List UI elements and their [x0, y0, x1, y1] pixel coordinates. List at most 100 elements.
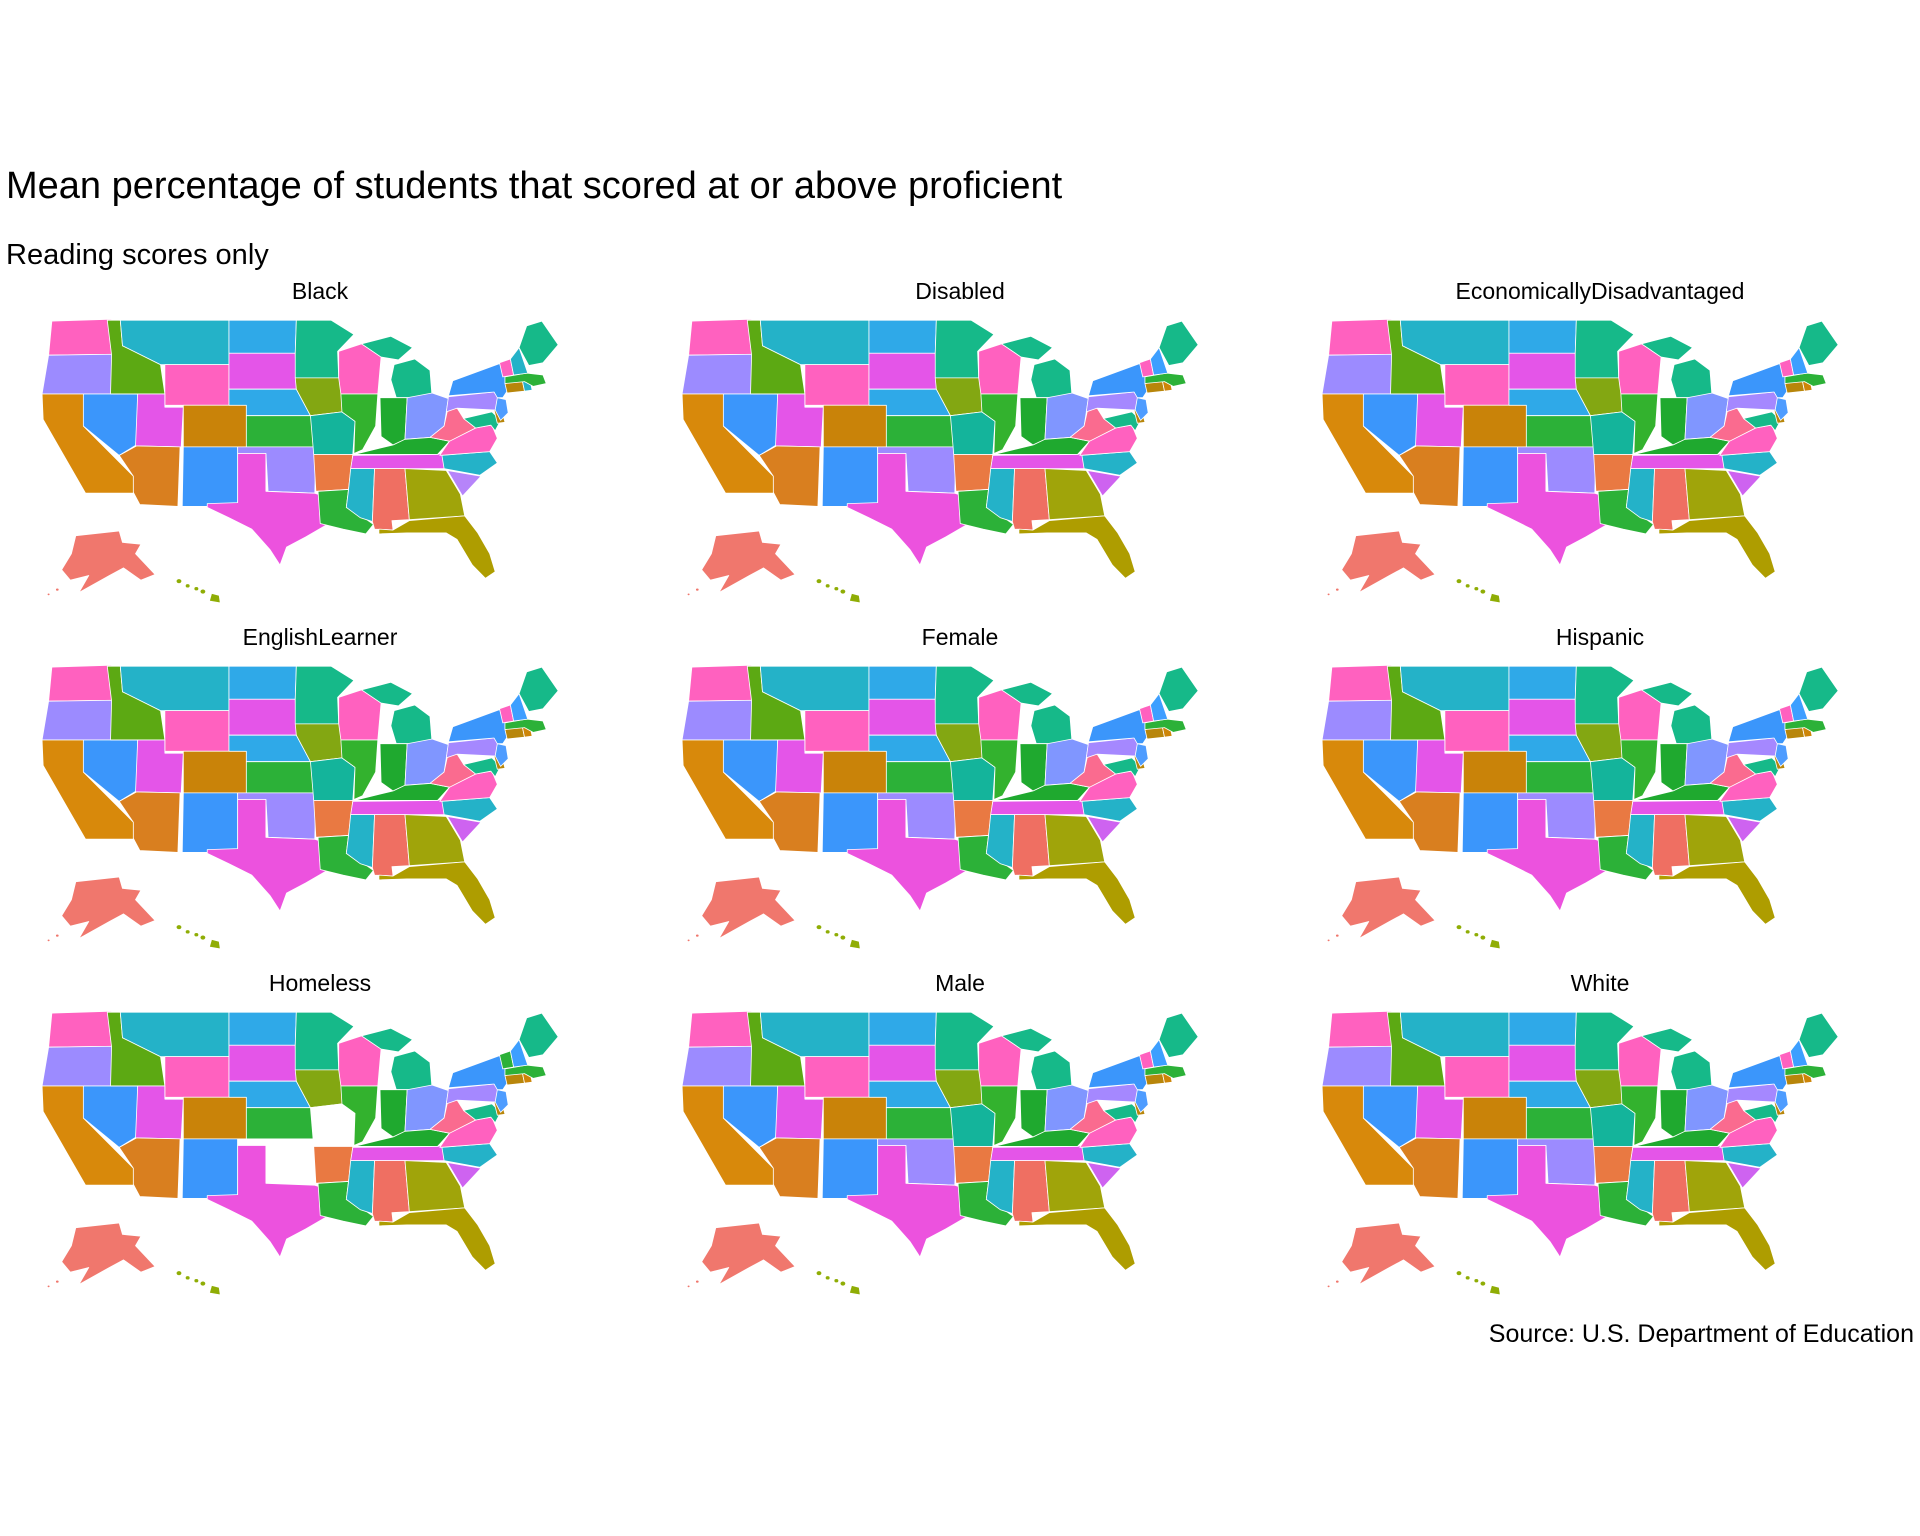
- state-nm: [1462, 1139, 1517, 1199]
- choropleth-female: [656, 652, 1221, 964]
- state-tx: [207, 799, 325, 911]
- state-wa: [689, 665, 754, 701]
- state-in: [380, 744, 407, 791]
- state-in: [1660, 398, 1687, 445]
- state-nh: [510, 694, 527, 721]
- state-ks: [886, 1108, 954, 1139]
- state-or: [682, 1046, 754, 1086]
- state-al: [1652, 815, 1689, 876]
- state-ak-aleutian: [56, 1280, 59, 1283]
- state-mo: [1590, 412, 1635, 455]
- state-hi-island: [825, 584, 830, 588]
- state-nh: [1790, 1040, 1807, 1067]
- state-nd: [1509, 320, 1576, 353]
- state-sd: [869, 699, 936, 735]
- state-sc: [1087, 471, 1121, 497]
- state-ak-aleutian: [56, 588, 59, 591]
- state-in: [380, 398, 407, 445]
- state-me: [1159, 321, 1198, 365]
- state-wa: [49, 1011, 114, 1047]
- state-sc: [1727, 471, 1761, 497]
- state-az: [1399, 792, 1460, 853]
- state-hi-island: [825, 1276, 830, 1280]
- state-or: [682, 354, 754, 394]
- state-ak-aleutian: [696, 588, 699, 591]
- state-al: [1652, 469, 1689, 530]
- state-hi-island: [1474, 1279, 1479, 1283]
- state-il: [981, 1086, 1018, 1146]
- state-nj: [1135, 1090, 1148, 1113]
- state-ak: [1342, 877, 1435, 938]
- state-al: [372, 469, 409, 530]
- state-hi-island: [200, 1281, 206, 1286]
- state-mn: [935, 320, 994, 378]
- state-ak-aleutian: [47, 1285, 50, 1287]
- state-il: [981, 740, 1018, 800]
- state-sd: [1509, 353, 1576, 389]
- state-il: [1621, 740, 1658, 800]
- state-sc: [1727, 817, 1761, 843]
- state-ma: [505, 1065, 546, 1078]
- state-mn: [1575, 320, 1634, 378]
- state-or: [42, 354, 114, 394]
- facet-panel: Black: [0, 276, 640, 622]
- state-hi-island: [1480, 1281, 1486, 1286]
- state-wy: [1445, 711, 1509, 752]
- state-ks: [1526, 416, 1594, 447]
- state-ar: [314, 454, 353, 491]
- us-map: [1296, 652, 1861, 964]
- state-ga: [405, 469, 465, 520]
- state-il: [1621, 394, 1658, 454]
- state-in: [1660, 744, 1687, 791]
- state-ks: [886, 762, 954, 793]
- state-wv: [430, 408, 476, 441]
- state-me: [1799, 667, 1838, 711]
- state-ks: [246, 416, 314, 447]
- state-al: [1012, 469, 1049, 530]
- state-mo: [310, 758, 355, 801]
- state-co: [183, 405, 246, 447]
- state-me: [519, 321, 558, 365]
- state-nj: [1775, 398, 1788, 421]
- state-sd: [229, 699, 296, 735]
- state-wy: [1445, 365, 1509, 406]
- state-hi-island: [1480, 589, 1486, 594]
- state-nm: [182, 793, 237, 853]
- state-in: [380, 1090, 407, 1137]
- state-tx: [1487, 453, 1605, 565]
- state-tx: [1487, 1145, 1605, 1257]
- us-map: [656, 652, 1221, 964]
- state-az: [119, 792, 180, 853]
- state-md: [1104, 758, 1141, 777]
- state-in: [1020, 398, 1047, 445]
- state-wv: [1710, 754, 1756, 787]
- state-nh: [1150, 694, 1167, 721]
- state-tx: [847, 453, 965, 565]
- choropleth-englishlearner: [16, 652, 581, 964]
- state-sd: [229, 353, 296, 389]
- state-ar: [1594, 1146, 1633, 1183]
- choropleth-black: [16, 306, 581, 618]
- state-ks: [1526, 762, 1594, 793]
- state-sd: [229, 1045, 296, 1081]
- choropleth-disabled: [656, 306, 1221, 618]
- state-sc: [1087, 1163, 1121, 1189]
- state-nh: [510, 348, 527, 375]
- state-ar: [314, 800, 353, 837]
- state-me: [1799, 321, 1838, 365]
- state-md: [464, 412, 501, 431]
- state-mn: [295, 320, 354, 378]
- state-hi-island: [176, 1271, 182, 1276]
- facet-panel: Homeless: [0, 968, 640, 1314]
- state-al: [372, 815, 409, 876]
- state-ma: [1145, 373, 1186, 386]
- state-hi-bigisland: [1489, 1285, 1500, 1294]
- state-sc: [447, 1163, 481, 1189]
- state-wy: [1445, 1057, 1509, 1098]
- state-fl: [379, 516, 495, 578]
- state-nm: [182, 1139, 237, 1199]
- state-me: [519, 1013, 558, 1057]
- facet-title: Hispanic: [1555, 624, 1645, 650]
- state-nm: [1462, 793, 1517, 853]
- state-ar: [314, 1146, 353, 1183]
